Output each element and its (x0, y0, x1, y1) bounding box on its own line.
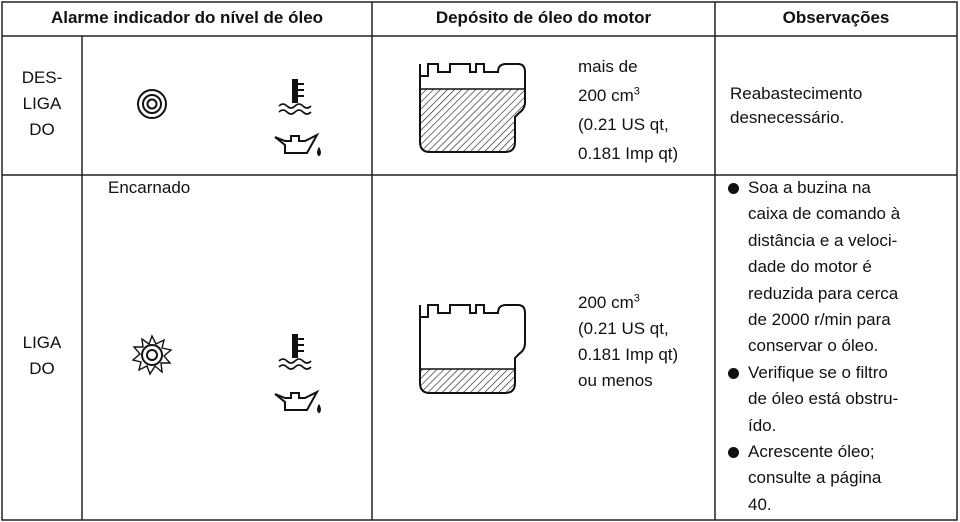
amount-exponent: 3 (633, 292, 640, 305)
note-text: caixa de comando à (748, 204, 901, 224)
note-text: Acrescente óleo; (748, 442, 875, 461)
note-text: Soa a buzina na (748, 178, 871, 197)
note-text: 40. (748, 494, 772, 514)
oil-can-symbol (274, 134, 321, 156)
oil-tank-full (419, 63, 526, 153)
amount-exponent: 3 (633, 85, 640, 98)
header: Depósito de óleo do motor (435, 8, 652, 27)
amount-text: (0.21 US qt, (578, 319, 669, 338)
state-label: LIGA (22, 94, 62, 113)
note-text: conservar o óleo. (748, 336, 879, 356)
state-label: DO (29, 359, 55, 378)
note-text: reduzida para cerca (748, 283, 899, 303)
bullet (728, 183, 739, 194)
bullet (728, 367, 739, 379)
ring-light-on (131, 334, 173, 376)
amount-text: 0.181 Imp qt) (578, 345, 679, 364)
state-label: DES- (21, 68, 63, 87)
amount-text: ou menos (578, 371, 653, 390)
state-label: DO (29, 120, 55, 139)
note-text: consulte a página (748, 468, 882, 488)
note-text: ído. (748, 415, 777, 435)
light-color: Encarnado (108, 178, 191, 197)
note-text: de 2000 r/min para (748, 310, 891, 329)
amount-text: mais de (578, 57, 638, 76)
temperature-symbol (278, 79, 312, 115)
amount-text: 200 cm3 (578, 86, 640, 106)
amount-text: 0.181 Imp qt) (578, 144, 679, 163)
amount-text: (0.21 US qt, (578, 115, 669, 134)
note-text: Reabastecimento (730, 84, 863, 103)
amount-value: 200 cm (578, 86, 634, 105)
header: Observações (782, 8, 890, 27)
state-label: LIGA (22, 333, 62, 352)
note-text: de óleo está obstru- (748, 389, 899, 409)
note-text: Verifique se o filtro (748, 362, 888, 382)
temperature-symbol (278, 334, 312, 370)
bullet (728, 447, 739, 458)
note-text: desnecessário. (730, 108, 845, 127)
header: Alarme indicador do nível de óleo (50, 8, 324, 27)
oil-can-symbol (274, 391, 321, 413)
ring-light-off (137, 89, 167, 119)
note-text: dade do motor é (748, 257, 872, 277)
amount-value: 200 cm (578, 293, 634, 312)
note-text: distância e a veloci- (748, 230, 898, 250)
oil-tank-low (419, 304, 526, 394)
amount-text: 200 cm3 (578, 293, 640, 313)
